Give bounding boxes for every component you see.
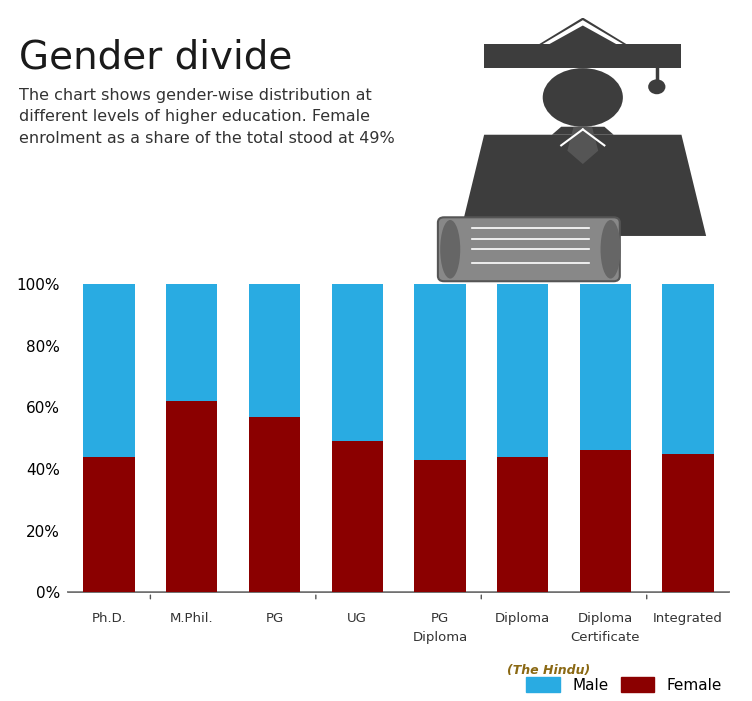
Bar <box>166 401 217 592</box>
Legend: Male, Female: Male, Female <box>526 677 722 693</box>
Bar <box>332 284 383 441</box>
Text: (The Hindu): (The Hindu) <box>508 665 590 677</box>
Text: UG: UG <box>347 612 367 625</box>
Ellipse shape <box>601 220 620 278</box>
Bar <box>663 284 714 454</box>
Bar <box>580 284 631 451</box>
Bar <box>83 284 135 456</box>
Ellipse shape <box>543 68 623 127</box>
Text: PG: PG <box>431 612 449 625</box>
Bar <box>414 460 465 592</box>
Text: Diploma: Diploma <box>412 631 468 644</box>
FancyBboxPatch shape <box>438 217 620 281</box>
Circle shape <box>648 79 666 94</box>
Bar <box>497 456 548 592</box>
Polygon shape <box>567 127 599 164</box>
Polygon shape <box>552 127 614 135</box>
Text: Gender divide: Gender divide <box>19 39 293 76</box>
Bar <box>83 456 135 592</box>
Polygon shape <box>533 20 632 50</box>
Ellipse shape <box>440 220 460 278</box>
Polygon shape <box>530 18 635 50</box>
Bar <box>332 441 383 592</box>
Text: Diploma: Diploma <box>578 612 633 625</box>
Polygon shape <box>459 135 706 236</box>
Bar <box>497 284 548 456</box>
Text: The chart shows gender-wise distribution at
different levels of higher education: The chart shows gender-wise distribution… <box>19 88 395 146</box>
Text: PG: PG <box>265 612 284 625</box>
Text: Integrated: Integrated <box>653 612 723 625</box>
Text: M.Phil.: M.Phil. <box>170 612 214 625</box>
Bar <box>414 284 465 460</box>
Text: Certificate: Certificate <box>571 631 640 644</box>
Bar <box>663 454 714 592</box>
Text: Ph.D.: Ph.D. <box>92 612 126 625</box>
Bar <box>580 451 631 592</box>
Polygon shape <box>540 25 626 50</box>
Bar <box>249 284 300 416</box>
Bar <box>166 284 217 401</box>
Bar <box>249 416 300 592</box>
FancyBboxPatch shape <box>484 44 681 68</box>
Text: Diploma: Diploma <box>495 612 550 625</box>
